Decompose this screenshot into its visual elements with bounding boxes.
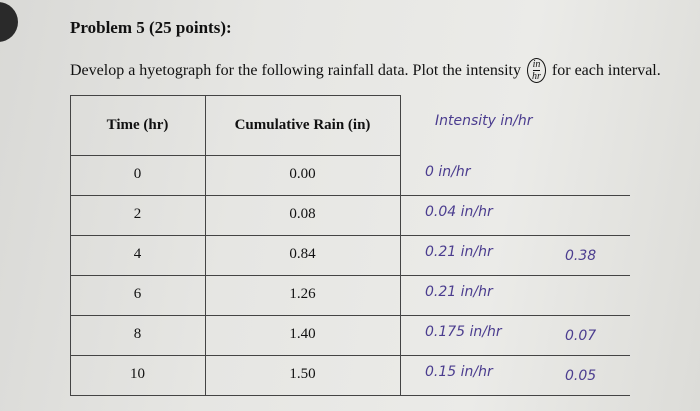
row-line bbox=[70, 195, 630, 196]
intensity-note: 0.175 in/hr bbox=[425, 324, 502, 340]
rain-cell: 0.84 bbox=[289, 246, 316, 262]
difference-note: 0.05 bbox=[565, 368, 597, 384]
prompt-end: for each interval. bbox=[551, 61, 661, 79]
intensity-note: 0.21 in/hr bbox=[425, 244, 493, 260]
row-line bbox=[70, 355, 630, 356]
table-border bbox=[70, 95, 400, 96]
intensity-note: 0.15 in/hr bbox=[425, 364, 493, 380]
difference-note: 0.38 bbox=[565, 248, 597, 264]
unit-numerator: in bbox=[532, 59, 541, 71]
row-line bbox=[70, 275, 630, 276]
column-line bbox=[400, 95, 401, 395]
row-line bbox=[70, 395, 630, 396]
intensity-note: 0.04 in/hr bbox=[425, 204, 493, 220]
row-line bbox=[70, 155, 400, 156]
column-header: Cumulative Rain (in) bbox=[234, 117, 371, 133]
unit-fraction: in hr bbox=[527, 58, 546, 83]
data-table: Time (hr) Cumulative Rain (in) Intensity i… bbox=[70, 95, 690, 396]
column-line bbox=[70, 95, 71, 395]
time-cell: 0 bbox=[133, 166, 142, 182]
time-cell: 6 bbox=[133, 286, 142, 302]
column-header: Intensity in/hr bbox=[435, 113, 533, 129]
rain-cell: 1.40 bbox=[289, 326, 316, 342]
rain-cell: 1.50 bbox=[289, 366, 316, 382]
rain-cell: 0.08 bbox=[289, 206, 316, 222]
unit-denominator: hr bbox=[532, 71, 541, 82]
prompt-text: Develop a hyetograph for the following r… bbox=[70, 61, 521, 79]
time-cell: 4 bbox=[133, 246, 142, 262]
intensity-note: 0 in/hr bbox=[425, 164, 471, 180]
prompt: Develop a hyetograph for the following r… bbox=[70, 58, 661, 83]
binder-hole bbox=[0, 2, 18, 42]
time-cell: 2 bbox=[133, 206, 142, 222]
row-line bbox=[70, 235, 630, 236]
row-line bbox=[70, 315, 630, 316]
rain-cell: 1.26 bbox=[289, 286, 316, 302]
time-cell: 10 bbox=[130, 366, 145, 382]
difference-note: 0.07 bbox=[565, 328, 597, 344]
intensity-note: 0.21 in/hr bbox=[425, 284, 493, 300]
column-header: Time (hr) bbox=[106, 117, 169, 133]
problem-title: Problem 5 (25 points): bbox=[70, 18, 232, 37]
rain-cell: 0.00 bbox=[289, 166, 316, 182]
column-line bbox=[205, 95, 206, 395]
time-cell: 8 bbox=[133, 326, 142, 342]
